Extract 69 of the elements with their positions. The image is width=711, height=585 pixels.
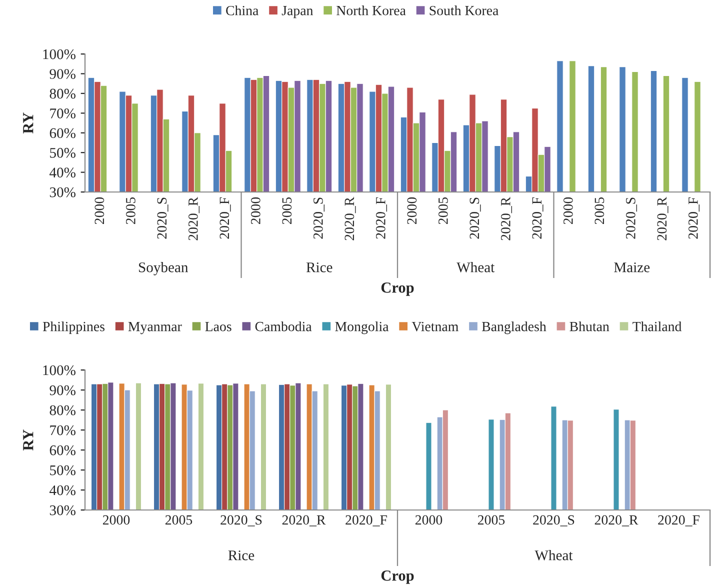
x-tick-label: 2020_S <box>157 198 168 239</box>
x-tick-label: 2020_R <box>188 196 200 240</box>
y-tick-label: 60% <box>50 128 76 138</box>
x-tick-label: 2020_R <box>657 196 668 240</box>
x-tick-label: 2000 <box>94 197 104 224</box>
x-tick-label: 2000 <box>407 197 417 224</box>
text: Maize <box>614 262 650 272</box>
x-tick-label: 2005 <box>165 515 192 525</box>
y-tick-label: 80% <box>50 88 76 99</box>
legend-label: Cambodia <box>255 321 312 332</box>
x-tick-label: 2020_S <box>626 198 638 239</box>
x-tick-label: 2020_F <box>346 515 387 526</box>
legend-label: Laos <box>205 322 232 332</box>
y-tick-label: 100% <box>43 365 76 376</box>
legend-label: Bhutan <box>570 321 610 332</box>
y-tick-label: 40% <box>50 168 76 178</box>
x-tick-label: 2020_S <box>220 515 262 526</box>
x-tick-label: 2005 <box>282 197 292 224</box>
y-tick-label: 60% <box>50 445 76 456</box>
legend-label: Vietnam <box>412 322 458 332</box>
legend-label: South Korea <box>430 6 498 16</box>
legend-label: Mongolia <box>335 321 389 334</box>
x-tick-label: 2020_R <box>500 196 512 240</box>
legend-label: Bangladesh <box>482 321 546 334</box>
x-tick-label: 2005 <box>438 197 448 224</box>
x-tick-label: 2005 <box>594 197 604 224</box>
y-tick-label: 90% <box>50 385 76 396</box>
x-tick-label: 2000 <box>415 515 442 525</box>
x-tick-label: 2020_S <box>470 198 481 239</box>
x-axis-title: Crop <box>381 282 414 296</box>
x-tick-label: 2020_F <box>658 515 700 526</box>
x-tick-label: 2020_S <box>533 515 574 526</box>
x-tick-label: 2020_F <box>688 197 700 239</box>
y-tick-label: 90% <box>50 69 76 79</box>
y-tick-label: 30% <box>50 187 76 198</box>
x-tick-label: 2005 <box>478 515 505 525</box>
legend-label: North Korea <box>336 6 406 16</box>
y-tick-label: 50% <box>50 148 76 158</box>
x-tick-label: 2020_F <box>376 197 388 239</box>
x-tick-label: 2020_F <box>532 197 544 239</box>
y-tick-label: 70% <box>50 425 76 436</box>
x-tick-label: 2020_R <box>594 515 638 526</box>
text: Wheat <box>534 550 573 560</box>
x-tick-label: 2020_S <box>313 198 325 239</box>
text: Soybean <box>138 262 188 276</box>
text: Rice <box>228 550 254 560</box>
legend-label: Philippines <box>42 321 104 334</box>
x-tick-label: 2000 <box>250 197 260 224</box>
y-tick-label: 70% <box>50 108 76 118</box>
x-tick-label: 2020_R <box>344 196 356 240</box>
x-tick-label: 2005 <box>126 197 136 224</box>
legend-label: Myanmar <box>128 322 182 334</box>
legend-label: Thailand <box>632 321 682 332</box>
y-tick-label: 100% <box>43 49 76 60</box>
x-axis-title: Crop <box>381 570 414 584</box>
text: Rice <box>306 262 332 272</box>
x-tick-label: 2020_R <box>282 515 326 526</box>
x-tick-label: 2020_F <box>220 197 231 239</box>
y-axis-title: RY <box>23 112 34 134</box>
y-tick-label: 40% <box>50 485 76 496</box>
y-tick-label: 50% <box>50 465 76 476</box>
x-tick-label: 2000 <box>563 197 573 224</box>
y-axis-title: RY <box>23 430 34 451</box>
x-tick-label: 2000 <box>102 515 130 525</box>
legend-label: China <box>226 6 258 16</box>
text: Wheat <box>456 262 495 272</box>
y-tick-label: 80% <box>50 405 76 416</box>
legend-label: Japan <box>282 6 314 18</box>
y-tick-label: 30% <box>50 505 76 516</box>
